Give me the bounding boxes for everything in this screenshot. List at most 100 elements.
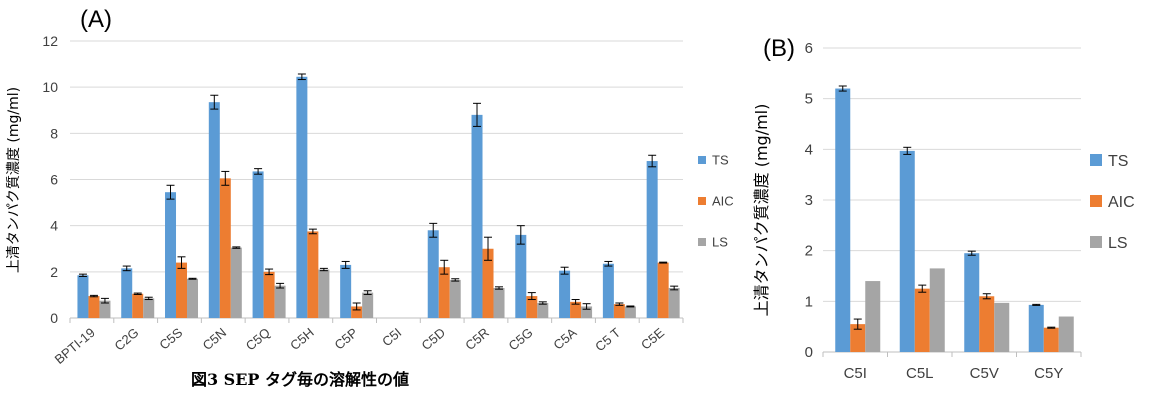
a-x-tick-label: C5E [638, 325, 667, 353]
b-y-tick-label: 2 [805, 243, 813, 260]
b-bar-ls-C5V [994, 302, 1010, 352]
a-y-tick-label: 10 [42, 79, 58, 95]
a-x-tick-label: C5H [287, 325, 317, 353]
a-bar-ls-C5S [187, 278, 199, 318]
b-x-tick-label: C5V [970, 365, 999, 382]
a-bar-aic-C5N [219, 178, 231, 318]
a-bar-ls-C5Q [274, 285, 286, 318]
a-bar-aic-C5P [351, 306, 363, 318]
b-y-tick-label: 3 [805, 192, 813, 209]
b-legend-label-ls: LS [1108, 235, 1128, 252]
a-y-tick-label: 12 [42, 33, 58, 49]
a-bar-ts-C5E [646, 161, 658, 318]
a-legend-label-aic: AIC [712, 194, 734, 209]
a-bar-aic-C5H [307, 231, 319, 318]
a-legend-swatch-ls [698, 238, 706, 246]
a-x-tick-label: C5N [200, 325, 230, 353]
a-bar-aic-BPTI-19 [88, 296, 100, 318]
a-bar-ts-C5H [296, 76, 308, 318]
a-legend-label-ts: TS [712, 153, 729, 168]
b-bar-aic-C5L [914, 288, 930, 352]
b-legend-swatch-aic [1090, 195, 1102, 207]
a-bar-ts-C5R [471, 114, 483, 318]
a-x-tick-label: C5A [550, 325, 579, 353]
a-x-tick-label: C5G [506, 325, 536, 354]
b-bar-ls-C5Y [1058, 316, 1074, 352]
b-bar-aic-C5Y [1043, 327, 1059, 352]
a-y-tick-label: 4 [50, 218, 58, 234]
a-bar-ls-C5H [318, 269, 330, 318]
b-bar-ts-C5L [899, 150, 915, 352]
a-bar-aic-C5Q [263, 271, 275, 318]
a-x-tick-label: C5 T [592, 325, 623, 354]
a-bar-aic-C5E [657, 262, 669, 318]
figure-caption: 図3 SEP タグ毎の溶解性の値 [191, 370, 409, 389]
b-y-tick-label: 5 [805, 91, 813, 108]
b-y-tick-label: 4 [805, 141, 813, 158]
a-bar-ls-C2G [143, 298, 155, 318]
b-bar-aic-C5V [979, 296, 995, 352]
b-legend-label-ts: TS [1108, 153, 1128, 170]
a-bar-aic-C5T [613, 304, 625, 318]
a-bar-ts-C5Q [252, 171, 264, 318]
a-x-tick-label: C5P [332, 325, 361, 353]
a-bar-ls-C5D [449, 279, 461, 318]
b-y-axis-title: 上清タンパク質濃度 (mg/ml) [752, 104, 771, 317]
a-bar-ts-C5P [340, 264, 352, 318]
a-bar-ts-C5T [602, 263, 614, 318]
a-y-tick-label: 8 [50, 125, 58, 141]
a-bar-ls-C5T [624, 306, 636, 318]
a-bar-ts-C5N [208, 102, 220, 318]
a-x-tick-label: C5D [419, 325, 449, 353]
b-bar-ts-C5I [835, 88, 851, 353]
b-x-tick-label: C5Y [1034, 365, 1063, 382]
a-bar-aic-C5G [526, 296, 538, 318]
a-bar-ts-C2G [121, 268, 133, 318]
a-y-tick-label: 2 [50, 264, 58, 280]
a-y-axis-title: 上清タンパク質濃度 (mg/ml) [6, 87, 22, 273]
a-bar-ts-BPTI-19 [77, 275, 89, 318]
b-legend-swatch-ts [1090, 154, 1102, 166]
a-bar-ls-C5E [668, 287, 680, 318]
panel-a-chart: 0 2 4 6 8 10 12 BPTI-19 C2G C5S C5N C5Q C5H C5P C5I C5D… [6, 6, 734, 367]
a-bar-aic-C5S [176, 262, 188, 318]
a-bar-aic-C5R [482, 248, 494, 318]
a-legend-swatch-ts [698, 156, 706, 164]
b-bar-ls-C5L [929, 268, 945, 352]
a-legend-swatch-aic [698, 197, 706, 205]
b-x-tick-label: C5I [844, 365, 867, 382]
b-y-tick-label: 6 [805, 40, 813, 57]
a-panel-label: (A) [80, 6, 112, 33]
a-bar-ls-C5N [230, 247, 242, 318]
a-bar-ls-BPTI-19 [99, 300, 111, 318]
b-legend-label-aic: AIC [1108, 194, 1135, 211]
a-bar-ls-C5G [537, 302, 549, 318]
b-bar-ts-C5V [964, 253, 980, 352]
a-bar-aic-C5A [570, 301, 582, 318]
b-legend-swatch-ls [1090, 236, 1102, 248]
a-bar-ts-C5G [515, 234, 527, 318]
a-x-tick-label: C2G [111, 325, 141, 354]
a-y-tick-label: 6 [50, 172, 58, 188]
a-x-tick-label: BPTI-19 [52, 325, 98, 367]
b-y-tick-label: 0 [805, 344, 813, 361]
a-bar-ts-C5D [427, 230, 439, 318]
a-bar-ls-C5P [362, 292, 374, 318]
a-x-tick-label: C5R [462, 325, 492, 353]
b-bar-aic-C5I [850, 324, 866, 352]
a-bar-ls-C5A [581, 306, 593, 318]
b-panel-label: (B) [763, 35, 795, 62]
b-bar-ts-C5Y [1028, 304, 1044, 352]
b-bar-ls-C5I [865, 281, 881, 352]
a-bar-aic-C5D [438, 267, 450, 318]
a-x-tick-label: C5I [379, 325, 404, 349]
panel-b-chart: 0 1 2 3 4 5 6 C5I C5L C5V C5Y TS AIC LS 上清タンパク質濃度 (mg/… [752, 35, 1135, 382]
a-bar-aic-C2G [132, 293, 144, 318]
a-bar-ls-C5R [493, 287, 505, 318]
a-bar-ts-C5S [165, 192, 177, 318]
b-x-tick-label: C5L [906, 365, 934, 382]
a-bar-ts-C5A [559, 270, 571, 318]
a-legend-label-ls: LS [712, 235, 728, 250]
b-y-tick-label: 1 [805, 293, 813, 310]
